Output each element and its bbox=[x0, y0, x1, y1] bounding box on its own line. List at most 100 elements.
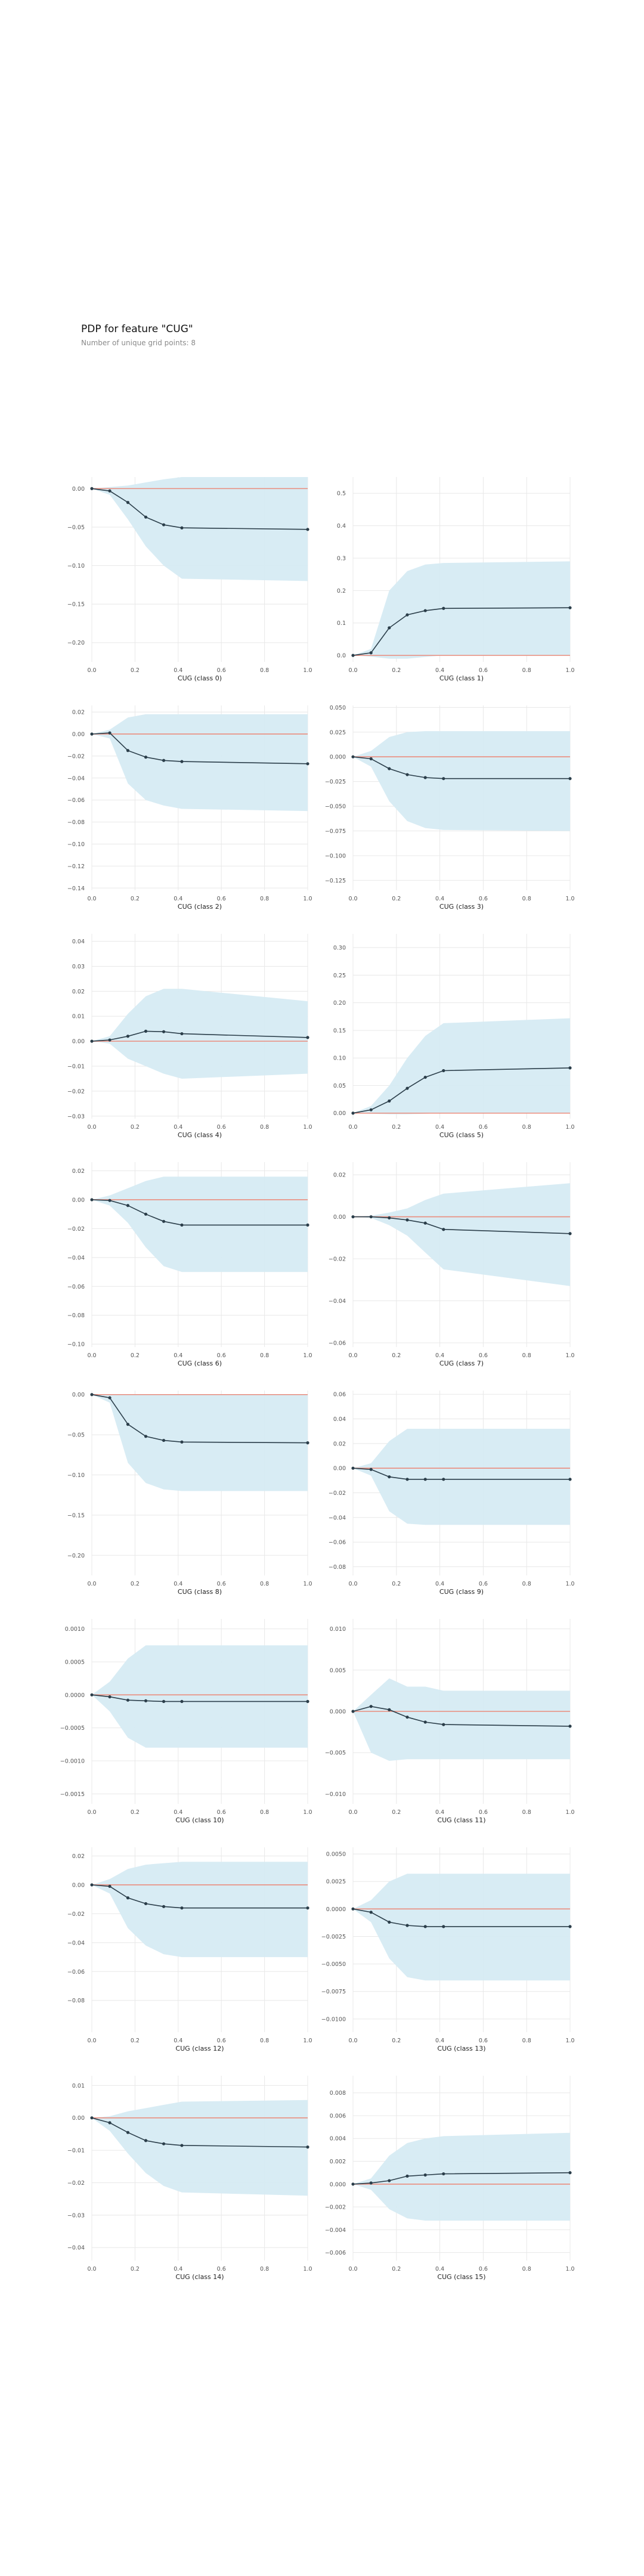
y-tick-label: −0.0050 bbox=[321, 1961, 346, 1968]
x-axis-label: CUG (class 15) bbox=[437, 2273, 485, 2281]
x-tick-label: 0.2 bbox=[392, 2266, 401, 2272]
y-tick-label: −0.02 bbox=[67, 1226, 85, 1233]
chart-title: PDP for feature "CUG" bbox=[81, 323, 193, 335]
pdp-point bbox=[442, 1925, 445, 1928]
pdp-row: 0.00 −0.05 −0.10 −0.15 −0.20 0.0 0.2 0.4 0.6 0.8 1… bbox=[0, 1385, 644, 1611]
x-tick-label: 0.2 bbox=[131, 1809, 140, 1816]
pdp-point bbox=[162, 1219, 166, 1223]
y-tick-label: 0.20 bbox=[333, 1000, 346, 1007]
y-tick-label: −0.100 bbox=[325, 853, 346, 859]
y-tick-label: 0.15 bbox=[333, 1027, 346, 1034]
pdp-point bbox=[144, 1029, 148, 1033]
y-tick-label: 0.05 bbox=[333, 1083, 346, 1089]
pdp-point bbox=[369, 757, 373, 761]
pdp-row-svg: 0.040.030.020.010.00−0.01−0.02−0.030.0 0.… bbox=[67, 934, 575, 1139]
pdp-point bbox=[568, 606, 572, 609]
y-tick-label: 0.4 bbox=[337, 523, 346, 530]
x-tick-label: 0.2 bbox=[392, 1809, 401, 1816]
pdp-point bbox=[108, 1038, 112, 1042]
x-tick-label: 0.6 bbox=[479, 667, 488, 674]
x-tick-label: 0.4 bbox=[435, 1581, 444, 1587]
confidence-band bbox=[92, 1645, 308, 1748]
y-tick-label: 0.00 bbox=[72, 1197, 85, 1203]
pdp-point bbox=[162, 523, 166, 527]
y-tick-label: 0.02 bbox=[333, 1172, 346, 1179]
y-tick-label: −0.02 bbox=[67, 753, 85, 760]
x-tick-label: 1.0 bbox=[565, 1124, 574, 1131]
y-tick-label: 0.04 bbox=[333, 1416, 346, 1423]
pdp-panel-2: 0.02 0.00 −0.02 −0.04 −0.06 −0.08 −0.10 −0.12 −0… bbox=[67, 705, 312, 911]
y-tick-label: −0.006 bbox=[325, 2250, 346, 2256]
y-tick-label: −0.06 bbox=[329, 1340, 346, 1346]
x-tick-label: 1.0 bbox=[303, 2038, 312, 2044]
x-axis-label: CUG (class 6) bbox=[178, 1360, 222, 1367]
x-tick-label: 0.8 bbox=[522, 1352, 531, 1359]
x-tick-label: 0.6 bbox=[217, 896, 226, 902]
pdp-row-svg: 0.01 0.00 −0.01 −0.02 −0.03 −0.04 0.0 0.2 0.4 0.6… bbox=[67, 2076, 575, 2281]
pdp-point bbox=[388, 626, 391, 630]
pdp-point bbox=[351, 1111, 355, 1115]
pdp-point bbox=[405, 1478, 409, 1481]
y-tick-label: −0.06 bbox=[67, 797, 85, 804]
pdp-point bbox=[405, 1086, 409, 1090]
pdp-point bbox=[108, 1396, 112, 1400]
y-tick-label: 0.0000 bbox=[326, 1906, 346, 1913]
y-tick-label: 0.00 bbox=[72, 486, 85, 493]
pdp-point bbox=[90, 1198, 94, 1202]
x-tick-label: 0.8 bbox=[260, 2038, 269, 2044]
pdp-row-svg: 0.00 −0.05 −0.10 −0.15 −0.20 0.0 0.2 0.4 0.6 0.8 1… bbox=[67, 477, 575, 682]
pdp-point bbox=[388, 2179, 391, 2182]
y-tick-label: −0.0005 bbox=[60, 1725, 85, 1732]
pdp-point bbox=[351, 755, 355, 758]
x-tick-label: 0.6 bbox=[479, 1124, 488, 1131]
x-tick-label: 0.2 bbox=[392, 667, 401, 674]
x-tick-label: 0.6 bbox=[479, 2266, 488, 2272]
y-tick-label: 0.010 bbox=[330, 1626, 346, 1633]
pdp-point bbox=[90, 2116, 94, 2120]
y-tick-label: 0.0000 bbox=[65, 1692, 85, 1699]
y-tick-label: 0.005 bbox=[330, 1667, 346, 1674]
x-tick-label: 0.8 bbox=[522, 1581, 531, 1587]
x-tick-label: 0.0 bbox=[348, 1352, 357, 1359]
y-tick-label: −0.06 bbox=[329, 1540, 346, 1546]
pdp-point bbox=[405, 2174, 409, 2178]
y-tick-label: 0.000 bbox=[330, 1709, 346, 1716]
y-tick-label: 0.10 bbox=[333, 1055, 346, 1062]
pdp-point bbox=[180, 1906, 184, 1910]
pdp-point bbox=[369, 1467, 373, 1471]
y-tick-label: 0.00 bbox=[333, 1466, 346, 1472]
y-tick-label: −0.08 bbox=[329, 1564, 346, 1571]
x-tick-label: 0.4 bbox=[174, 1352, 182, 1359]
y-tick-label: −0.01 bbox=[67, 1064, 85, 1070]
pdp-row: 0.02 0.00 −0.02 −0.04 −0.06 −0.08 −0.10 0.0 0.2 0… bbox=[0, 1156, 644, 1383]
y-tick-label: −0.08 bbox=[67, 1998, 85, 2004]
y-tick-label: 0.01 bbox=[72, 2083, 85, 2089]
y-tick-label: 0.0005 bbox=[65, 1659, 85, 1665]
x-tick-label: 0.0 bbox=[87, 667, 96, 674]
pdp-point bbox=[369, 1215, 373, 1219]
y-tick-label: 0.000 bbox=[330, 754, 346, 761]
y-tick-label: −0.06 bbox=[67, 1969, 85, 1976]
y-tick-label: −0.0015 bbox=[60, 1791, 85, 1798]
pdp-point bbox=[405, 1716, 409, 1719]
x-tick-label: 0.4 bbox=[174, 2266, 182, 2272]
confidence-band bbox=[353, 561, 570, 659]
x-axis-label: CUG (class 11) bbox=[437, 1816, 485, 1824]
pdp-point bbox=[351, 654, 355, 657]
pdp-point bbox=[144, 1902, 148, 1906]
confidence-band bbox=[353, 2132, 570, 2221]
x-tick-label: 1.0 bbox=[303, 896, 312, 902]
pdp-row: 0.02 0.00 −0.02 −0.04 −0.06 −0.08 −0.10 −0.12 −0… bbox=[0, 699, 644, 926]
y-tick-label: 0.02 bbox=[72, 1168, 85, 1175]
y-tick-label: −0.04 bbox=[67, 775, 85, 782]
pdp-point bbox=[306, 1036, 309, 1039]
pdp-panel-0: 0.00 −0.05 −0.10 −0.15 −0.20 0.0 0.2 0.4 0.6 0.8 1… bbox=[67, 477, 312, 682]
x-axis-label: CUG (class 9) bbox=[439, 1588, 484, 1596]
y-tick-label: −0.002 bbox=[325, 2205, 346, 2211]
confidence-band bbox=[92, 1862, 308, 1958]
pdp-point bbox=[351, 2182, 355, 2186]
x-tick-label: 0.4 bbox=[174, 2038, 182, 2044]
pdp-point bbox=[423, 2173, 427, 2177]
pdp-point bbox=[90, 1883, 94, 1887]
x-tick-label: 0.0 bbox=[87, 2266, 96, 2272]
